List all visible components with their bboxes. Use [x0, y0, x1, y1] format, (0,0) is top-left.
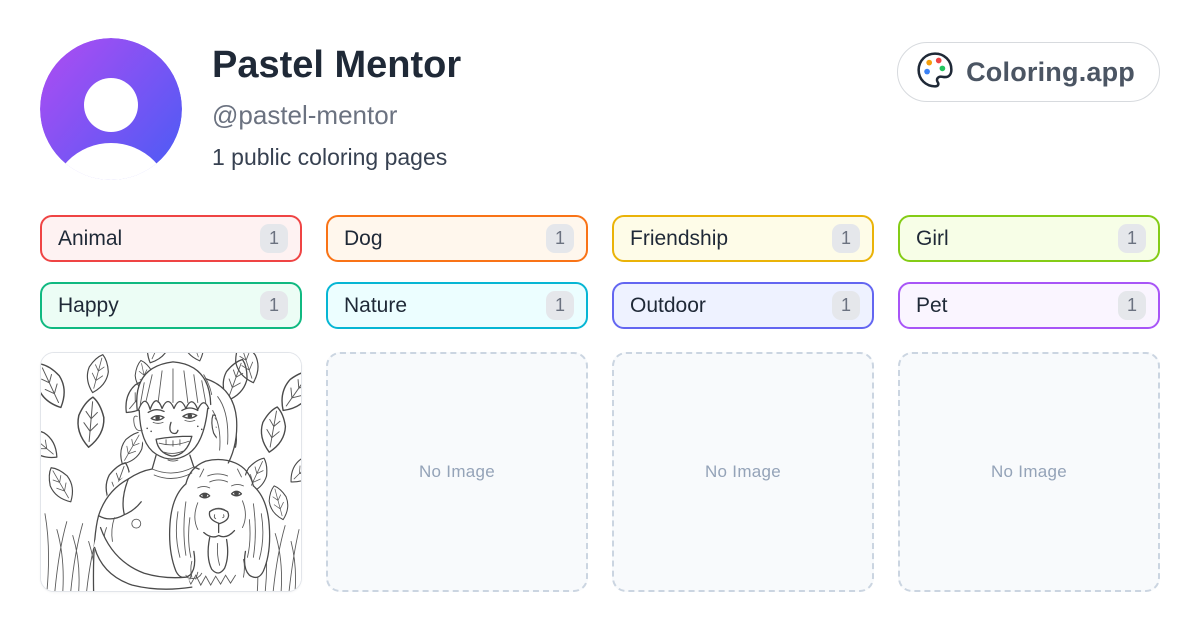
- tag-count-badge: 1: [1118, 224, 1146, 253]
- tag-count-badge: 1: [260, 224, 288, 253]
- tag-happy[interactable]: Happy 1: [40, 282, 302, 329]
- tag-outdoor[interactable]: Outdoor 1: [612, 282, 874, 329]
- tag-count-badge: 1: [832, 224, 860, 253]
- palette-icon: [916, 51, 954, 94]
- brand-badge[interactable]: Coloring.app: [897, 42, 1160, 102]
- tag-count-badge: 1: [1118, 291, 1146, 320]
- profile-stats: 1 public coloring pages: [212, 143, 448, 170]
- tag-list: Animal 1 Dog 1 Friendship 1 Girl 1 Happy…: [40, 215, 1160, 329]
- no-image-label: No Image: [704, 462, 782, 481]
- tag-label: Nature: [344, 293, 408, 317]
- tag-label: Friendship: [630, 226, 729, 250]
- gallery-placeholder: No Image: [612, 352, 874, 592]
- tag-girl[interactable]: Girl 1: [898, 215, 1160, 262]
- brand-label: Coloring.app: [966, 56, 1135, 87]
- tag-count-badge: 1: [546, 291, 574, 320]
- profile-info: Pastel Mentor @pastel-mentor 1 public co…: [212, 44, 461, 171]
- tag-nature[interactable]: Nature 1: [326, 282, 588, 329]
- tag-label: Pet: [916, 293, 948, 317]
- gallery: No Image No Image No Image: [40, 352, 1160, 592]
- tag-label: Happy: [58, 293, 119, 317]
- tag-label: Girl: [916, 226, 949, 250]
- tag-count-badge: 1: [546, 224, 574, 253]
- coloring-page-thumbnail[interactable]: [40, 352, 302, 592]
- avatar-head: [84, 78, 138, 132]
- dog: [168, 458, 271, 587]
- gallery-placeholder: No Image: [898, 352, 1160, 592]
- gallery-placeholder: No Image: [326, 352, 588, 592]
- no-image-label: No Image: [990, 462, 1068, 481]
- tag-animal[interactable]: Animal 1: [40, 215, 302, 262]
- girl-arm: [93, 526, 203, 591]
- tag-friendship[interactable]: Friendship 1: [612, 215, 874, 262]
- avatar: [40, 38, 182, 180]
- no-image-label: No Image: [418, 462, 496, 481]
- tag-count-badge: 1: [260, 291, 288, 320]
- profile-name: Pastel Mentor: [212, 44, 462, 86]
- tag-label: Animal: [58, 226, 123, 250]
- profile-handle: @pastel-mentor: [212, 99, 398, 130]
- tag-dog[interactable]: Dog 1: [326, 215, 588, 262]
- tag-pet[interactable]: Pet 1: [898, 282, 1160, 329]
- tag-label: Outdoor: [630, 293, 706, 317]
- tag-count-badge: 1: [832, 291, 860, 320]
- tag-label: Dog: [344, 226, 383, 250]
